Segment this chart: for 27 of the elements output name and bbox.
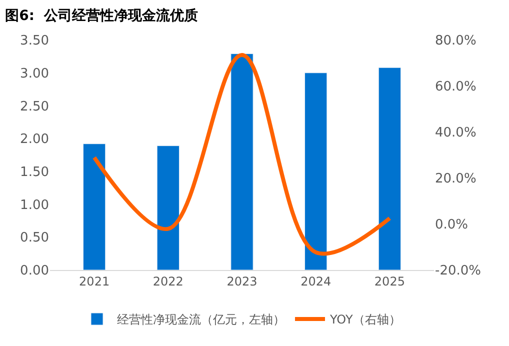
legend-label: 经营性净现金流（亿元，左轴） (117, 312, 285, 327)
y-tick-label: 0.50 (20, 230, 49, 246)
y2-tick-label: 60.0% (435, 80, 476, 95)
x-tick-label: 2022 (152, 274, 184, 288)
y2-tick-label: 20.0% (435, 172, 476, 187)
y-tick-label: 0.00 (20, 264, 49, 279)
x-tick-label: 2025 (374, 274, 405, 288)
x-tick-label: 2024 (300, 274, 332, 288)
y-tick-label: 2.00 (20, 132, 49, 148)
x-tick-label: 2023 (226, 274, 258, 288)
y-tick-label: 2.50 (20, 99, 49, 114)
chart-title: 图6: 公司经营性净现金流优质 (5, 7, 198, 24)
x-tick-label: 2021 (79, 274, 110, 288)
bar (378, 67, 402, 270)
y2-tick-label: 80.0% (435, 34, 476, 49)
y-tick-label: 3.00 (20, 66, 49, 82)
y-tick-label: 1.00 (20, 198, 49, 213)
bar (230, 54, 254, 270)
y2-tick-label: -20.0% (435, 264, 481, 279)
bar (156, 146, 180, 270)
y2-tick-label: 40.0% (435, 126, 476, 141)
legend-label: YOY（右轴） (329, 312, 401, 327)
y-tick-label: 1.50 (20, 164, 49, 180)
bar (82, 144, 106, 270)
y-tick-label: 3.50 (20, 34, 49, 49)
bar (304, 72, 328, 270)
y2-tick-label: 0.0% (435, 218, 468, 233)
